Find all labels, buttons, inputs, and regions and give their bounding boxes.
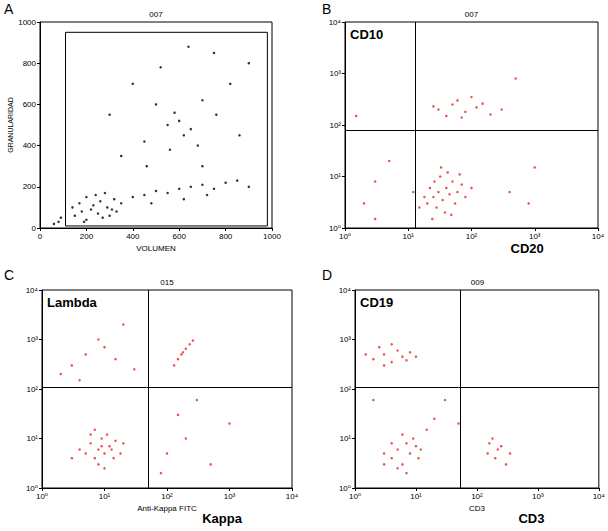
svg-text:10³: 10³ bbox=[26, 335, 38, 344]
svg-text:10¹: 10¹ bbox=[99, 492, 111, 501]
svg-text:10³: 10³ bbox=[339, 335, 351, 344]
svg-text:CD20: CD20 bbox=[511, 241, 544, 256]
svg-text:Kappa: Kappa bbox=[202, 511, 243, 526]
svg-text:015: 015 bbox=[160, 278, 174, 287]
svg-text:007: 007 bbox=[149, 10, 163, 19]
svg-text:10⁰: 10⁰ bbox=[338, 483, 351, 493]
svg-text:400: 400 bbox=[126, 232, 140, 241]
svg-text:0: 0 bbox=[32, 224, 37, 233]
svg-text:D: D bbox=[322, 267, 332, 283]
svg-text:C: C bbox=[4, 267, 14, 283]
svg-text:10⁰: 10⁰ bbox=[25, 483, 38, 493]
svg-text:GRANULARIDAD: GRANULARIDAD bbox=[7, 97, 14, 153]
svg-text:10⁰: 10⁰ bbox=[349, 492, 361, 501]
svg-text:10⁴: 10⁴ bbox=[26, 286, 39, 295]
svg-text:10⁴: 10⁴ bbox=[592, 232, 605, 241]
svg-text:A: A bbox=[4, 1, 14, 17]
svg-text:10³: 10³ bbox=[329, 69, 341, 78]
svg-text:10¹: 10¹ bbox=[329, 172, 341, 181]
svg-text:10²: 10² bbox=[26, 385, 38, 394]
svg-text:0: 0 bbox=[38, 232, 43, 241]
svg-text:800: 800 bbox=[23, 59, 37, 68]
svg-text:CD10: CD10 bbox=[350, 27, 383, 42]
svg-text:200: 200 bbox=[23, 182, 37, 191]
svg-text:10²: 10² bbox=[329, 121, 341, 130]
svg-text:1000: 1000 bbox=[263, 232, 281, 241]
svg-text:10¹: 10¹ bbox=[26, 434, 38, 443]
svg-text:10³: 10³ bbox=[224, 492, 236, 501]
svg-text:VOLUMEN: VOLUMEN bbox=[136, 244, 176, 253]
svg-text:007: 007 bbox=[465, 10, 479, 19]
svg-text:10¹: 10¹ bbox=[402, 232, 414, 241]
svg-text:Lambda: Lambda bbox=[47, 295, 98, 310]
svg-text:CD3: CD3 bbox=[518, 511, 544, 526]
svg-text:200: 200 bbox=[80, 232, 94, 241]
svg-text:10¹: 10¹ bbox=[410, 492, 422, 501]
svg-text:600: 600 bbox=[173, 232, 187, 241]
svg-text:10⁴: 10⁴ bbox=[329, 18, 342, 27]
svg-text:10⁴: 10⁴ bbox=[339, 286, 352, 295]
svg-text:10⁴: 10⁴ bbox=[286, 492, 299, 501]
svg-text:400: 400 bbox=[23, 141, 37, 150]
svg-text:10³: 10³ bbox=[529, 232, 541, 241]
svg-text:10²: 10² bbox=[161, 492, 173, 501]
svg-text:10²: 10² bbox=[339, 385, 351, 394]
svg-text:10¹: 10¹ bbox=[339, 434, 351, 443]
svg-text:800: 800 bbox=[219, 232, 233, 241]
svg-text:10⁰: 10⁰ bbox=[36, 492, 48, 501]
svg-text:10²: 10² bbox=[471, 492, 483, 501]
svg-text:009: 009 bbox=[471, 278, 485, 287]
svg-text:B: B bbox=[322, 1, 331, 17]
svg-text:10⁰: 10⁰ bbox=[339, 232, 351, 241]
svg-text:10⁰: 10⁰ bbox=[328, 223, 341, 233]
svg-text:10²: 10² bbox=[466, 232, 478, 241]
svg-text:CD3: CD3 bbox=[469, 504, 486, 513]
svg-text:10⁴: 10⁴ bbox=[593, 492, 606, 501]
svg-text:Anti-Kappa FITC: Anti-Kappa FITC bbox=[137, 504, 197, 513]
svg-text:CD19: CD19 bbox=[360, 295, 393, 310]
svg-text:600: 600 bbox=[23, 100, 37, 109]
svg-text:1000: 1000 bbox=[18, 18, 36, 27]
svg-text:10³: 10³ bbox=[532, 492, 544, 501]
